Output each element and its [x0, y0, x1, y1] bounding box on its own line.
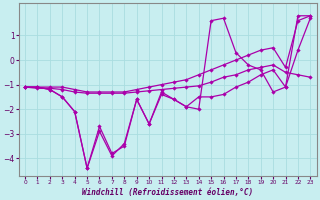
- X-axis label: Windchill (Refroidissement éolien,°C): Windchill (Refroidissement éolien,°C): [82, 188, 253, 197]
